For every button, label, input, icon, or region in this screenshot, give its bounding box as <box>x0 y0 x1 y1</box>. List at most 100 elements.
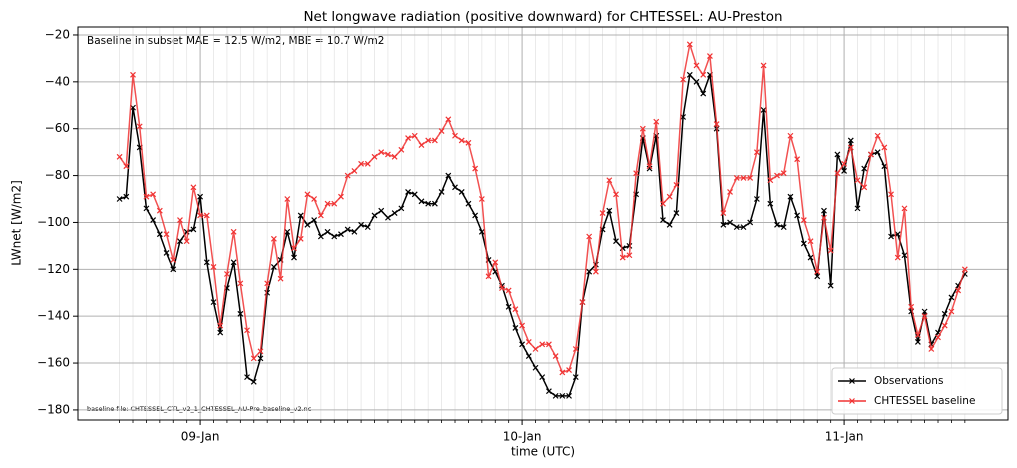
chart-title: Net longwave radiation (positive downwar… <box>303 9 782 25</box>
marker <box>472 212 479 219</box>
marker <box>465 200 472 207</box>
marker <box>150 191 157 198</box>
minor-grid <box>119 27 966 420</box>
y-tick-label: −20 <box>45 27 70 41</box>
marker <box>385 151 391 158</box>
marker <box>170 266 177 273</box>
marker <box>760 62 767 69</box>
marker <box>606 207 613 214</box>
marker <box>378 149 385 156</box>
marker <box>928 346 935 352</box>
marker <box>418 198 425 205</box>
y-tick-label: −180 <box>37 402 70 416</box>
marker <box>834 151 841 158</box>
marker <box>613 238 619 245</box>
marker <box>747 174 754 181</box>
marker <box>324 200 331 207</box>
marker <box>733 224 740 231</box>
marker <box>351 167 358 174</box>
marker <box>914 339 921 345</box>
marker <box>270 235 277 242</box>
marker <box>646 165 653 172</box>
marker <box>720 221 727 228</box>
marker <box>224 271 230 277</box>
marker <box>183 238 190 245</box>
marker <box>948 294 955 301</box>
marker <box>760 107 767 113</box>
marker <box>847 137 854 144</box>
marker <box>130 71 136 78</box>
marker <box>445 116 452 123</box>
marker <box>398 146 405 153</box>
marker <box>566 367 572 374</box>
marker <box>660 200 666 207</box>
marker <box>391 153 398 160</box>
marker <box>868 151 874 158</box>
marker <box>338 231 344 238</box>
marker <box>888 233 894 240</box>
marker <box>304 221 311 228</box>
legend-box <box>831 367 1003 415</box>
marker <box>237 280 244 287</box>
marker <box>270 264 277 270</box>
marker <box>532 364 539 371</box>
marker <box>753 149 760 156</box>
marker <box>686 71 693 78</box>
marker <box>351 228 358 235</box>
marker <box>888 191 894 198</box>
x-axis-label: time (UTC) <box>511 445 575 459</box>
marker <box>344 226 351 233</box>
marker <box>512 306 519 313</box>
marker <box>156 207 163 214</box>
marker <box>519 322 526 329</box>
marker <box>230 228 237 235</box>
major-grid <box>78 27 1008 420</box>
marker <box>680 76 687 83</box>
marker <box>827 247 834 254</box>
marker <box>284 196 291 202</box>
marker <box>894 254 901 261</box>
y-tick-label: −140 <box>37 309 70 323</box>
marker <box>136 123 143 130</box>
marker <box>787 132 794 139</box>
marker <box>821 214 827 221</box>
marker <box>626 242 633 249</box>
marker <box>358 221 365 228</box>
x-tick-label: 11-Jan <box>825 430 864 444</box>
marker <box>317 233 324 240</box>
marker <box>854 205 861 212</box>
marker <box>358 160 365 167</box>
marker <box>385 214 391 221</box>
marker <box>841 167 848 174</box>
marker <box>311 196 318 202</box>
marker <box>653 118 660 125</box>
marker <box>566 392 572 399</box>
marker <box>727 189 733 195</box>
marker <box>740 174 747 181</box>
marker <box>364 224 371 231</box>
marker <box>961 266 968 273</box>
marker <box>116 153 123 160</box>
marker <box>713 121 720 127</box>
marker <box>673 182 680 188</box>
marker <box>935 334 941 341</box>
marker <box>257 355 264 362</box>
marker <box>284 228 291 235</box>
marker <box>821 207 827 214</box>
marker <box>197 193 204 200</box>
marker <box>921 313 928 320</box>
marker <box>807 254 814 261</box>
marker <box>586 233 593 240</box>
marker <box>190 226 197 233</box>
marker <box>908 303 915 310</box>
marker <box>780 170 787 177</box>
marker <box>291 254 297 261</box>
y-axis-label: LWnet [W/m2] <box>10 180 24 266</box>
marker <box>458 189 465 195</box>
marker <box>431 200 438 207</box>
marker <box>324 228 331 235</box>
marker <box>505 303 512 310</box>
marker <box>834 170 841 177</box>
marker <box>244 374 250 381</box>
